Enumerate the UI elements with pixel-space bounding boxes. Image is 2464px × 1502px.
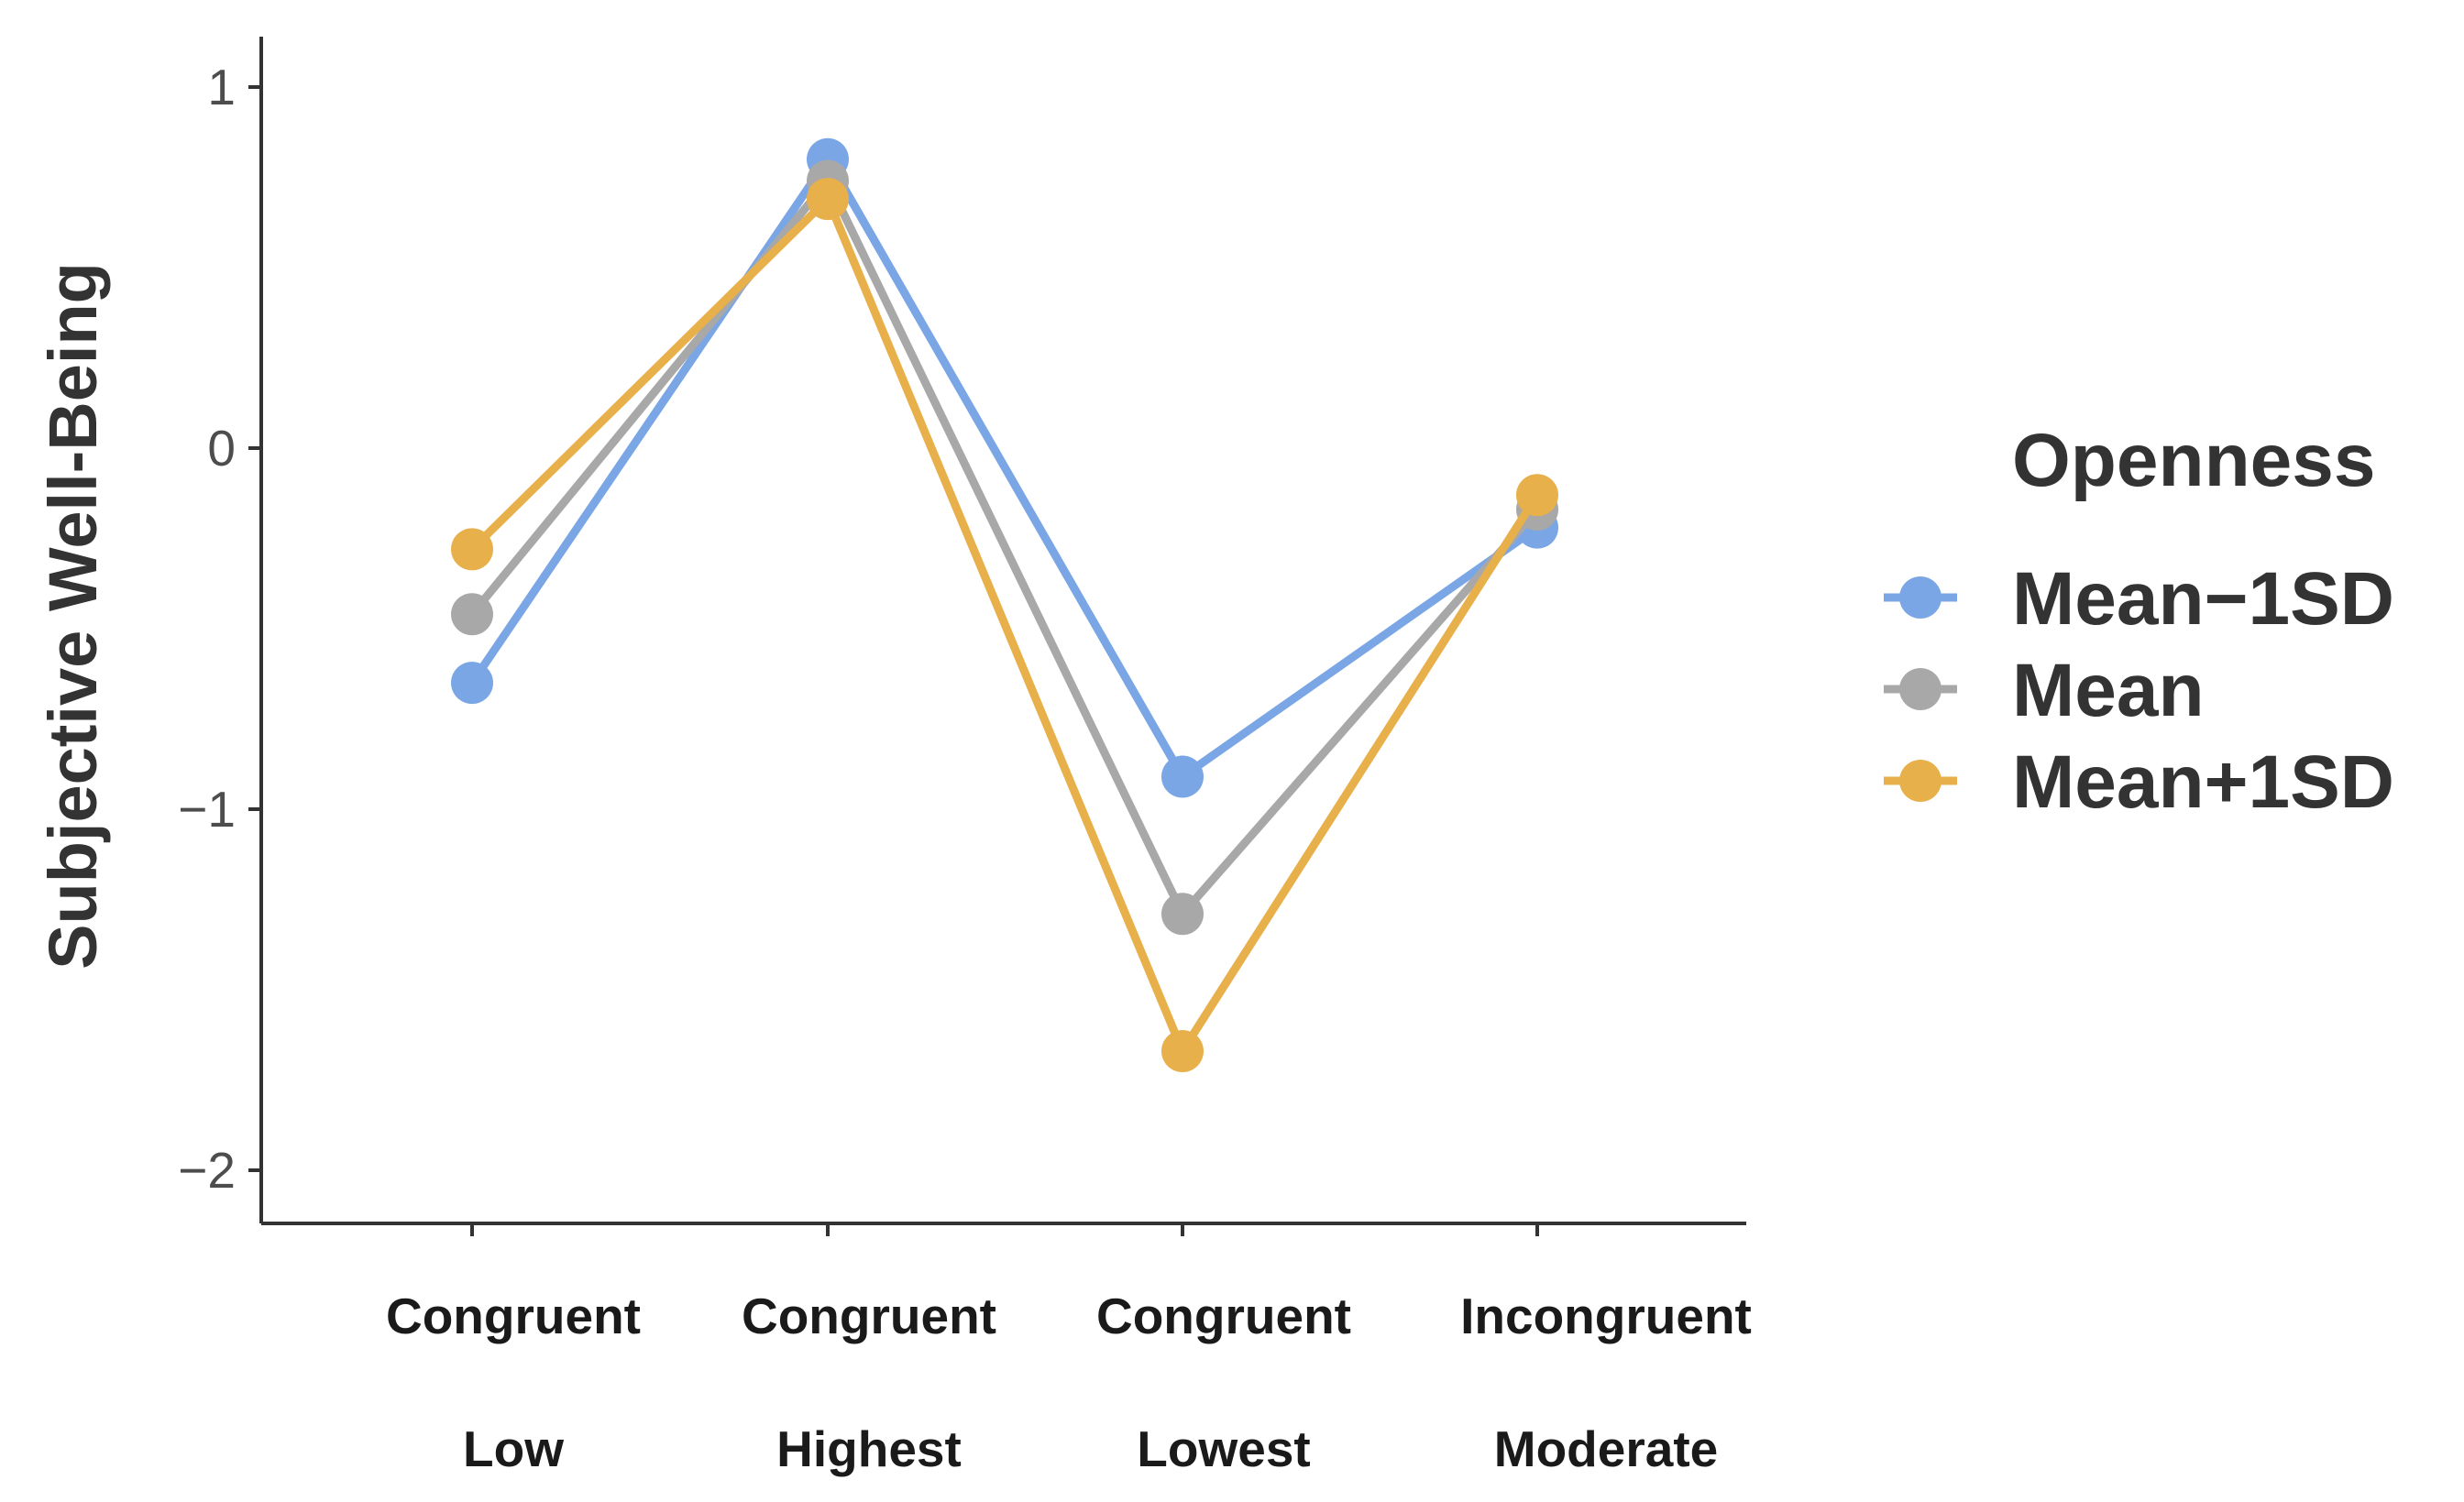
data-point bbox=[451, 593, 493, 636]
legend-key-point bbox=[1899, 576, 1942, 619]
y-tick-label: 0 bbox=[207, 420, 236, 477]
series-line bbox=[468, 176, 1541, 918]
legend-label: Mean+1SD bbox=[2012, 740, 2394, 824]
legend-title: Openness bbox=[2012, 419, 2375, 502]
legend-label: Mean−1SD bbox=[2012, 557, 2394, 641]
x-tick-label-line1: Congruent bbox=[386, 1288, 641, 1344]
y-axis-title: Subjective Well-Being bbox=[35, 262, 111, 970]
data-point bbox=[807, 178, 849, 221]
x-tick-label-line2: Low bbox=[463, 1420, 564, 1477]
data-point bbox=[451, 528, 493, 571]
x-tick-label-line1: Congruent bbox=[742, 1288, 996, 1344]
legend-item: Mean bbox=[1884, 649, 2205, 732]
data-point bbox=[1161, 1029, 1204, 1072]
legend-key-point bbox=[1899, 760, 1942, 802]
series-2 bbox=[451, 178, 1558, 1072]
series-1 bbox=[451, 159, 1558, 936]
data-point bbox=[1161, 755, 1204, 798]
legend-key-point bbox=[1899, 668, 1942, 710]
series-line bbox=[468, 155, 1540, 782]
y-tick-label: 1 bbox=[207, 59, 236, 115]
legend-item: Mean+1SD bbox=[1884, 740, 2394, 824]
data-point bbox=[1516, 474, 1558, 517]
series-line bbox=[468, 194, 1541, 1056]
x-tick-label-line2: Lowest bbox=[1137, 1420, 1310, 1477]
x-tick-label-line1: Congruent bbox=[1096, 1288, 1351, 1344]
data-point bbox=[1161, 893, 1204, 936]
axes: 1 0 −1 −2 Congruent Low Congruent Highest Congru… bbox=[178, 37, 1752, 1477]
x-tick-label-line2: Moderate bbox=[1494, 1420, 1719, 1477]
legend-item: Mean−1SD bbox=[1884, 557, 2394, 641]
x-tick-label-line1: Incongruent bbox=[1460, 1288, 1752, 1344]
series-layer bbox=[451, 137, 1558, 1072]
y-tick-label: −1 bbox=[178, 781, 236, 838]
data-point bbox=[451, 662, 493, 705]
x-tick-label-line2: Highest bbox=[776, 1420, 962, 1477]
legend-label: Mean bbox=[2012, 649, 2205, 732]
series-0 bbox=[451, 137, 1558, 798]
y-tick-label: −2 bbox=[178, 1142, 236, 1199]
